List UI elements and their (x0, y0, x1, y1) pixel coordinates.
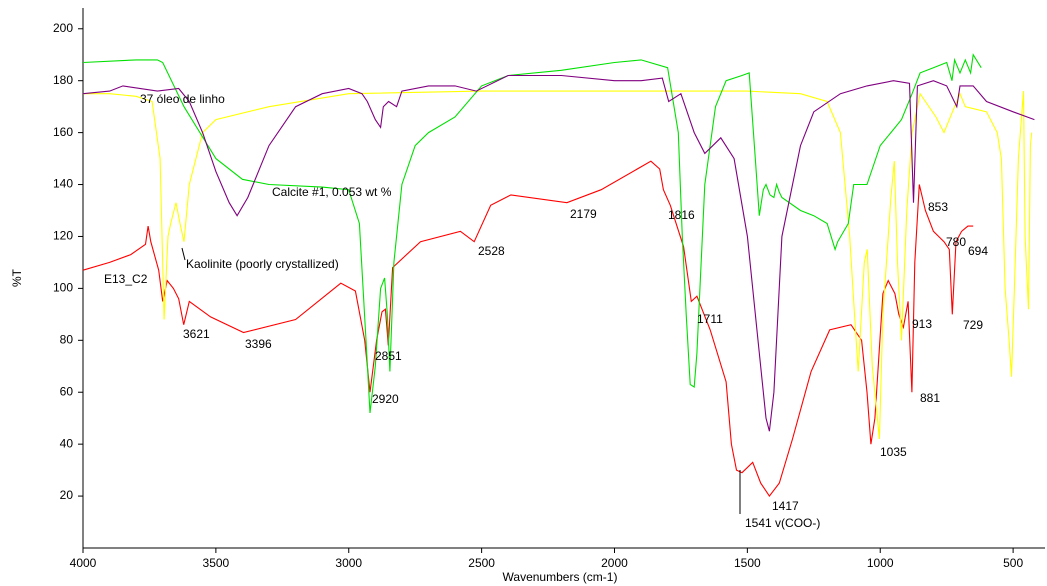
peak-label: 780 (946, 235, 966, 249)
y-axis-label: %T (10, 268, 24, 287)
y-tick-label: 80 (60, 332, 74, 346)
x-tick-label: 4000 (70, 556, 97, 570)
peak-label: 1417 (772, 499, 799, 513)
peak-label: 2179 (570, 207, 597, 221)
x-axis-label: Wavenumbers (cm-1) (503, 570, 618, 584)
peak-label: 694 (968, 244, 988, 258)
peak-label: 913 (912, 317, 932, 331)
peak-label: 1035 (880, 445, 907, 459)
y-tick-label: 20 (60, 488, 74, 502)
x-tick-label: 1000 (867, 556, 894, 570)
peak-label: 729 (963, 318, 983, 332)
y-tick-label: 160 (53, 125, 73, 139)
peak-label: 1541 v(COO-) (745, 516, 820, 530)
peak-label: 1711 (697, 312, 723, 326)
y-tick-label: 140 (53, 177, 73, 191)
peak-label: 853 (928, 200, 948, 214)
y-tick-label: 40 (60, 436, 74, 450)
y-tick-label: 200 (53, 21, 73, 35)
peak-label: 2851 (375, 349, 402, 363)
x-tick-label: 2000 (601, 556, 628, 570)
x-tick-label: 2500 (468, 556, 495, 570)
series-label: E13_C2 (104, 272, 148, 286)
peak-label: 2920 (372, 392, 399, 406)
y-tick-label: 100 (53, 281, 73, 295)
series-label: Calcite #1, 0.053 wt % (272, 185, 392, 199)
spectrum-line (83, 90, 1033, 440)
peak-label: 881 (920, 391, 940, 405)
y-tick-label: 120 (53, 229, 73, 243)
peak-label: 1816 (668, 208, 695, 222)
y-tick-label: 60 (60, 384, 74, 398)
spectrum-line (82, 53, 982, 414)
x-tick-label: 3500 (203, 556, 230, 570)
x-tick-label: 3000 (335, 556, 362, 570)
peak-label: 3396 (245, 337, 272, 351)
peak-label: 3621 (183, 327, 210, 341)
series-label: 37 óleo de linho (140, 92, 225, 106)
leader-line (181, 247, 186, 261)
y-tick-label: 180 (53, 73, 73, 87)
x-tick-label: 1500 (734, 556, 761, 570)
spectrum-line (82, 74, 1035, 432)
x-tick-label: 500 (1003, 556, 1023, 570)
series-label: Kaolinite (poorly crystallized) (186, 257, 339, 271)
peak-label: 2528 (478, 244, 505, 258)
spectrum-line (82, 160, 974, 498)
